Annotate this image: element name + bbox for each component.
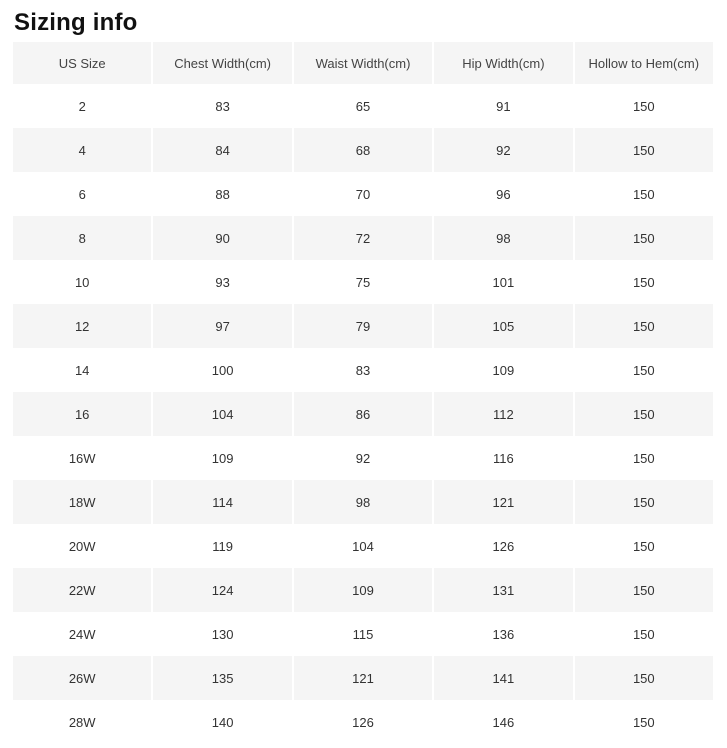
table-cell: 92 — [434, 128, 573, 172]
table-cell: 150 — [574, 568, 713, 612]
table-cell: 150 — [574, 172, 713, 216]
table-row: 2 83 65 91 150 — [13, 84, 713, 128]
table-cell: 79 — [293, 304, 433, 348]
table-cell: 8 — [13, 216, 152, 260]
table-cell: 140 — [153, 700, 292, 744]
table-cell: 16 — [13, 392, 152, 436]
table-row: 6 88 70 96 150 — [13, 172, 713, 216]
table-cell: 97 — [153, 304, 292, 348]
table-cell: 131 — [434, 568, 573, 612]
table-cell: 126 — [434, 524, 573, 568]
table-cell: 14 — [13, 348, 152, 392]
table-cell: 150 — [574, 480, 713, 524]
table-row: 26W 135 121 141 150 — [13, 656, 713, 700]
table-cell: 150 — [574, 260, 713, 304]
table-cell: 93 — [153, 260, 292, 304]
table-cell: 86 — [293, 392, 433, 436]
table-cell: 146 — [434, 700, 573, 744]
table-cell: 126 — [293, 700, 433, 744]
table-cell: 150 — [574, 392, 713, 436]
table-cell: 150 — [574, 656, 713, 700]
table-cell: 72 — [293, 216, 433, 260]
table-row: 4 84 68 92 150 — [13, 128, 713, 172]
table-cell: 130 — [153, 612, 292, 656]
table-cell: 83 — [153, 84, 292, 128]
table-header-cell: Waist Width(cm) — [293, 42, 433, 84]
table-cell: 121 — [434, 480, 573, 524]
table-cell: 109 — [153, 436, 292, 480]
table-cell: 90 — [153, 216, 292, 260]
table-cell: 84 — [153, 128, 292, 172]
table-cell: 22W — [13, 568, 152, 612]
table-header-cell: US Size — [13, 42, 152, 84]
table-cell: 6 — [13, 172, 152, 216]
table-cell: 150 — [574, 304, 713, 348]
table-row: 12 97 79 105 150 — [13, 304, 713, 348]
table-header-cell: Chest Width(cm) — [153, 42, 292, 84]
table-cell: 150 — [574, 216, 713, 260]
table-cell: 2 — [13, 84, 152, 128]
page-title: Sizing info — [14, 9, 138, 36]
table-cell: 18W — [13, 480, 152, 524]
table-cell: 98 — [293, 480, 433, 524]
table-cell: 104 — [293, 524, 433, 568]
table-cell: 75 — [293, 260, 433, 304]
table-cell: 109 — [434, 348, 573, 392]
table-row: 18W 114 98 121 150 — [13, 480, 713, 524]
table-cell: 4 — [13, 128, 152, 172]
table-cell: 65 — [293, 84, 433, 128]
table-cell: 109 — [293, 568, 433, 612]
table-cell: 96 — [434, 172, 573, 216]
table-cell: 100 — [153, 348, 292, 392]
table-cell: 141 — [434, 656, 573, 700]
table-cell: 124 — [153, 568, 292, 612]
table-header-row: US Size Chest Width(cm) Waist Width(cm) Hip… — [13, 42, 713, 84]
table-cell: 135 — [153, 656, 292, 700]
table-cell: 10 — [13, 260, 152, 304]
table-cell: 83 — [293, 348, 433, 392]
table-cell: 105 — [434, 304, 573, 348]
table-cell: 150 — [574, 348, 713, 392]
table-row: 16 104 86 112 150 — [13, 392, 713, 436]
table-row: 10 93 75 101 150 — [13, 260, 713, 304]
table-cell: 116 — [434, 436, 573, 480]
table-cell: 121 — [293, 656, 433, 700]
table-cell: 104 — [153, 392, 292, 436]
table-cell: 136 — [434, 612, 573, 656]
table-cell: 20W — [13, 524, 152, 568]
table-cell: 150 — [574, 128, 713, 172]
table-cell: 115 — [293, 612, 433, 656]
table-cell: 91 — [434, 84, 573, 128]
table-cell: 68 — [293, 128, 433, 172]
table-cell: 114 — [153, 480, 292, 524]
table-cell: 119 — [153, 524, 292, 568]
table-cell: 112 — [434, 392, 573, 436]
table-cell: 28W — [13, 700, 152, 744]
table-cell: 150 — [574, 524, 713, 568]
table-cell: 101 — [434, 260, 573, 304]
table-cell: 150 — [574, 436, 713, 480]
table-cell: 12 — [13, 304, 152, 348]
table-row: 28W 140 126 146 150 — [13, 700, 713, 744]
table-row: 22W 124 109 131 150 — [13, 568, 713, 612]
table-row: 8 90 72 98 150 — [13, 216, 713, 260]
table-cell: 98 — [434, 216, 573, 260]
table-row: 24W 130 115 136 150 — [13, 612, 713, 656]
table-header-cell: Hollow to Hem(cm) — [574, 42, 713, 84]
table-cell: 26W — [13, 656, 152, 700]
table-cell: 88 — [153, 172, 292, 216]
table-cell: 150 — [574, 84, 713, 128]
table-cell: 150 — [574, 700, 713, 744]
table-header-cell: Hip Width(cm) — [434, 42, 573, 84]
table-cell: 150 — [574, 612, 713, 656]
table-cell: 24W — [13, 612, 152, 656]
table-cell: 70 — [293, 172, 433, 216]
table-cell: 16W — [13, 436, 152, 480]
table-row: 20W 119 104 126 150 — [13, 524, 713, 568]
table-row: 14 100 83 109 150 — [13, 348, 713, 392]
sizing-table: US Size Chest Width(cm) Waist Width(cm) Hip… — [13, 42, 713, 744]
table-cell: 92 — [293, 436, 433, 480]
table-row: 16W 109 92 116 150 — [13, 436, 713, 480]
